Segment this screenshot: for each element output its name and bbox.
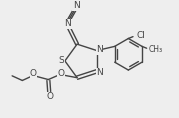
Text: N: N (73, 1, 79, 10)
Text: N: N (96, 68, 103, 77)
Text: N: N (64, 19, 71, 28)
Text: CH₃: CH₃ (149, 45, 163, 54)
Text: S: S (59, 56, 65, 65)
Text: Cl: Cl (137, 31, 146, 40)
Text: O: O (57, 69, 64, 78)
Text: O: O (46, 92, 53, 101)
Text: N: N (96, 45, 103, 54)
Text: O: O (30, 70, 37, 78)
